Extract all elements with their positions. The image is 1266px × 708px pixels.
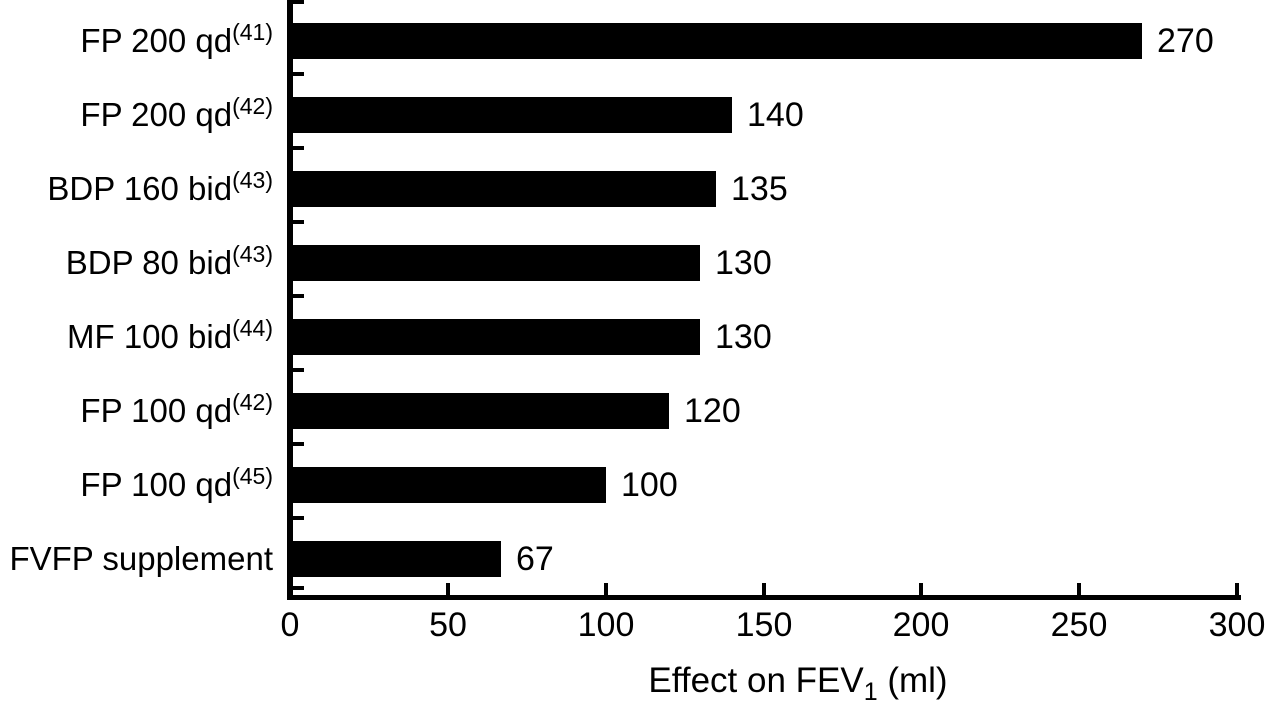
bar bbox=[293, 97, 732, 133]
x-axis-title-text: Effect on FEV bbox=[648, 661, 864, 700]
y-tick bbox=[287, 368, 304, 372]
x-tick-label: 300 bbox=[1208, 606, 1266, 644]
category-label: FP 100 qd(42) bbox=[0, 389, 273, 432]
category-reference-superscript: (41) bbox=[232, 19, 273, 45]
category-reference-superscript: (42) bbox=[232, 389, 273, 415]
x-tick bbox=[604, 583, 608, 595]
y-tick bbox=[287, 586, 304, 590]
bar bbox=[293, 245, 700, 281]
category-label-text: FP 200 qd bbox=[80, 96, 233, 133]
category-reference-superscript: (44) bbox=[232, 315, 273, 341]
category-label-text: FP 100 qd bbox=[80, 392, 233, 429]
bar-value-label: 120 bbox=[684, 392, 741, 430]
category-reference-superscript: (43) bbox=[232, 167, 273, 193]
y-tick bbox=[287, 516, 304, 520]
y-tick bbox=[287, 294, 304, 298]
category-reference-superscript: (43) bbox=[232, 241, 273, 267]
y-axis-line bbox=[287, 0, 293, 600]
bar-value-label: 100 bbox=[621, 466, 678, 504]
bar-value-label: 270 bbox=[1157, 22, 1214, 60]
category-label-text: BDP 80 bid bbox=[65, 244, 233, 281]
y-tick bbox=[287, 0, 304, 4]
y-tick bbox=[287, 220, 304, 224]
x-tick-label: 250 bbox=[1050, 606, 1108, 644]
x-axis-title-unit: (ml) bbox=[877, 661, 948, 700]
category-label-text: BDP 160 bid bbox=[47, 170, 233, 207]
category-label: FVFP supplement bbox=[0, 538, 273, 580]
y-tick bbox=[287, 72, 304, 76]
category-reference-superscript: (42) bbox=[232, 93, 273, 119]
x-tick bbox=[446, 583, 450, 595]
bar bbox=[293, 171, 716, 207]
bar bbox=[293, 23, 1142, 59]
category-label: FP 100 qd(45) bbox=[0, 463, 273, 506]
x-tick-label: 150 bbox=[735, 606, 793, 644]
y-tick bbox=[287, 442, 304, 446]
category-label: FP 200 qd(42) bbox=[0, 93, 273, 136]
bar-value-label: 130 bbox=[715, 244, 772, 282]
x-axis-title: Effect on FEV1 (ml) bbox=[540, 660, 1056, 706]
bar-value-label: 140 bbox=[747, 96, 804, 134]
bar-value-label: 67 bbox=[516, 540, 554, 578]
x-tick bbox=[919, 583, 923, 595]
x-tick-label: 50 bbox=[429, 606, 467, 644]
category-reference-superscript: (45) bbox=[232, 463, 273, 489]
category-label: MF 100 bid(44) bbox=[0, 315, 273, 358]
x-axis-line bbox=[287, 595, 1241, 600]
x-tick-label: 0 bbox=[280, 606, 300, 644]
bar bbox=[293, 393, 669, 429]
category-label-text: FP 200 qd bbox=[80, 22, 233, 59]
x-tick-label: 200 bbox=[892, 606, 950, 644]
bar-value-label: 130 bbox=[715, 318, 772, 356]
bar-value-label: 135 bbox=[731, 170, 788, 208]
bar bbox=[293, 467, 606, 503]
bar bbox=[293, 541, 501, 577]
category-label-text: FVFP supplement bbox=[9, 540, 273, 577]
category-label: FP 200 qd(41) bbox=[0, 19, 273, 62]
category-label: BDP 160 bid(43) bbox=[0, 167, 273, 210]
x-tick-label: 100 bbox=[577, 606, 635, 644]
category-label-text: FP 100 qd bbox=[80, 466, 233, 503]
x-tick bbox=[762, 583, 766, 595]
category-label: BDP 80 bid(43) bbox=[0, 241, 273, 284]
x-axis-title-subscript: 1 bbox=[863, 678, 878, 706]
bar bbox=[293, 319, 700, 355]
y-tick bbox=[287, 146, 304, 150]
x-tick bbox=[1077, 583, 1081, 595]
category-label-text: MF 100 bid bbox=[67, 318, 233, 355]
x-tick bbox=[1235, 583, 1239, 595]
